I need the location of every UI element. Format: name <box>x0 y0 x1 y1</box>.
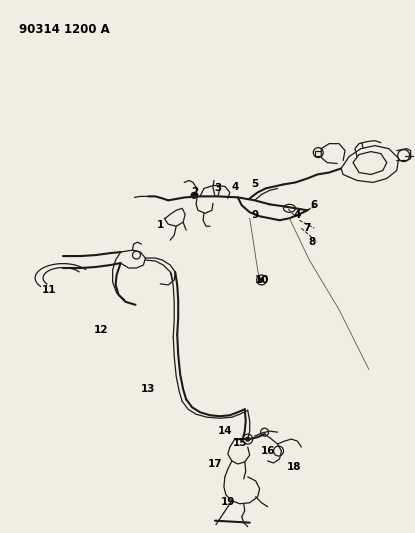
Text: 18: 18 <box>287 462 302 472</box>
Text: 15: 15 <box>232 438 247 448</box>
Text: 9: 9 <box>251 210 258 220</box>
Text: 6: 6 <box>311 200 318 211</box>
Text: 11: 11 <box>42 285 56 295</box>
Circle shape <box>246 437 250 441</box>
Circle shape <box>191 192 197 198</box>
Text: 1: 1 <box>157 220 164 230</box>
Text: 16: 16 <box>260 446 275 456</box>
Text: 5: 5 <box>251 180 258 189</box>
Text: 14: 14 <box>217 426 232 436</box>
Text: 7: 7 <box>304 223 311 233</box>
Text: 10: 10 <box>254 275 269 285</box>
Text: 4: 4 <box>294 210 301 220</box>
Text: 12: 12 <box>93 325 108 335</box>
Text: 8: 8 <box>309 237 316 247</box>
Text: 90314 1200 A: 90314 1200 A <box>19 23 110 36</box>
Text: 17: 17 <box>208 459 222 469</box>
Text: 4: 4 <box>231 182 239 192</box>
Circle shape <box>260 278 264 282</box>
Text: 13: 13 <box>141 384 156 394</box>
Text: 19: 19 <box>221 497 235 507</box>
Text: 2: 2 <box>191 188 199 197</box>
Text: 3: 3 <box>214 183 222 193</box>
